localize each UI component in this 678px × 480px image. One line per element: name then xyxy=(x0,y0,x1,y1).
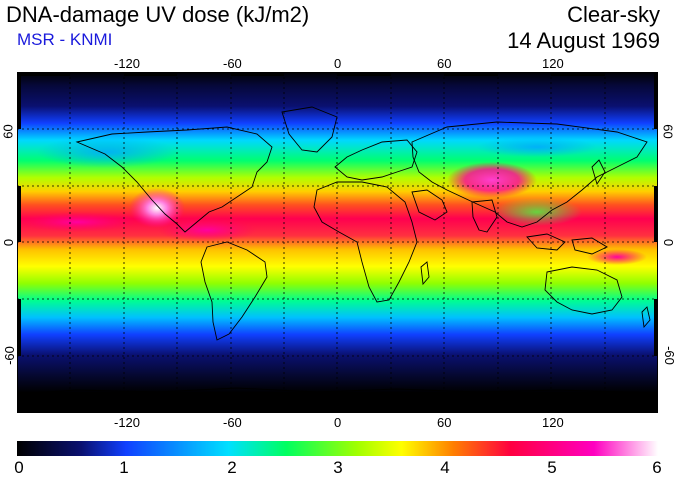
uv-dose-map xyxy=(17,72,658,413)
coast-new-zealand xyxy=(641,306,651,329)
colorbar-gradient xyxy=(17,441,658,456)
lon-tick-bottom-5: 120 xyxy=(542,415,564,430)
uv-hotspot-central-america xyxy=(157,218,257,242)
colorbar-label-3: 3 xyxy=(333,458,343,477)
coast-south-america xyxy=(200,241,268,341)
lat-tick-left-3: -60 xyxy=(1,346,17,365)
coast-europe xyxy=(334,139,418,181)
uv-hotspot-mexico xyxy=(129,188,185,228)
coast-madagascar xyxy=(420,261,430,286)
uv-low-monsoon xyxy=(492,198,582,226)
lat-tick-left-1: 60 xyxy=(0,124,16,139)
lon-tick-top-2: -60 xyxy=(223,56,242,71)
colorbar-label-6: 6 xyxy=(652,458,662,477)
lon-tick-bottom-2: -60 xyxy=(223,415,242,430)
lon-tick-bottom-3: 0 xyxy=(334,415,342,430)
colorbar-label-5: 5 xyxy=(547,458,557,477)
uv-colorbar xyxy=(17,441,658,456)
lon-tick-top-4: 60 xyxy=(437,56,452,71)
lat-tick-left-2: 0 xyxy=(1,238,17,247)
coast-antarctica xyxy=(17,387,658,395)
colorbar-label-2: 2 xyxy=(227,458,237,477)
uv-dose-map-svg xyxy=(17,72,658,413)
lon-tick-bottom-1: -120 xyxy=(114,415,141,430)
lat-tick-right-1: 60 xyxy=(660,124,676,139)
map-title: DNA-damage UV dose (kJ/m2) xyxy=(6,2,310,27)
colorbar-label-4: 4 xyxy=(440,458,450,477)
coast-north-america xyxy=(75,126,273,233)
lon-tick-top-3: 0 xyxy=(334,56,342,71)
uv-latitude-bands xyxy=(17,72,658,413)
coastlines xyxy=(17,106,658,395)
lat-tick-right-3: -60 xyxy=(661,346,677,365)
map-border-ticks xyxy=(17,72,658,413)
lat-tick-right-2: 0 xyxy=(661,238,677,247)
coast-australia xyxy=(544,266,623,315)
lon-tick-bottom-4: 60 xyxy=(437,415,452,430)
colorbar-label-0: 0 xyxy=(14,458,24,477)
uv-colorbar-svg xyxy=(17,441,658,456)
source-label: MSR - KNMI xyxy=(17,30,113,49)
coast-greenland xyxy=(281,106,338,153)
lon-tick-top-1: -120 xyxy=(114,56,141,71)
uv-low-siberia xyxy=(477,137,597,157)
uv-hotspot-west-pacific xyxy=(587,249,647,265)
date-label: 14 August 1969 xyxy=(507,28,660,53)
coast-indonesia-1 xyxy=(526,233,566,251)
lon-tick-top-5: 120 xyxy=(542,56,564,71)
coast-arabia xyxy=(411,189,448,221)
colorbar-label-1: 1 xyxy=(119,458,129,477)
uv-low-north-pacific xyxy=(37,136,177,168)
graticule xyxy=(17,72,658,413)
uv-hotspot-tibet xyxy=(447,162,537,198)
sky-condition-label: Clear-sky xyxy=(567,2,660,27)
uv-hotspot-pacific xyxy=(17,212,137,232)
coast-india xyxy=(471,199,498,233)
coast-indonesia-2 xyxy=(571,237,608,255)
